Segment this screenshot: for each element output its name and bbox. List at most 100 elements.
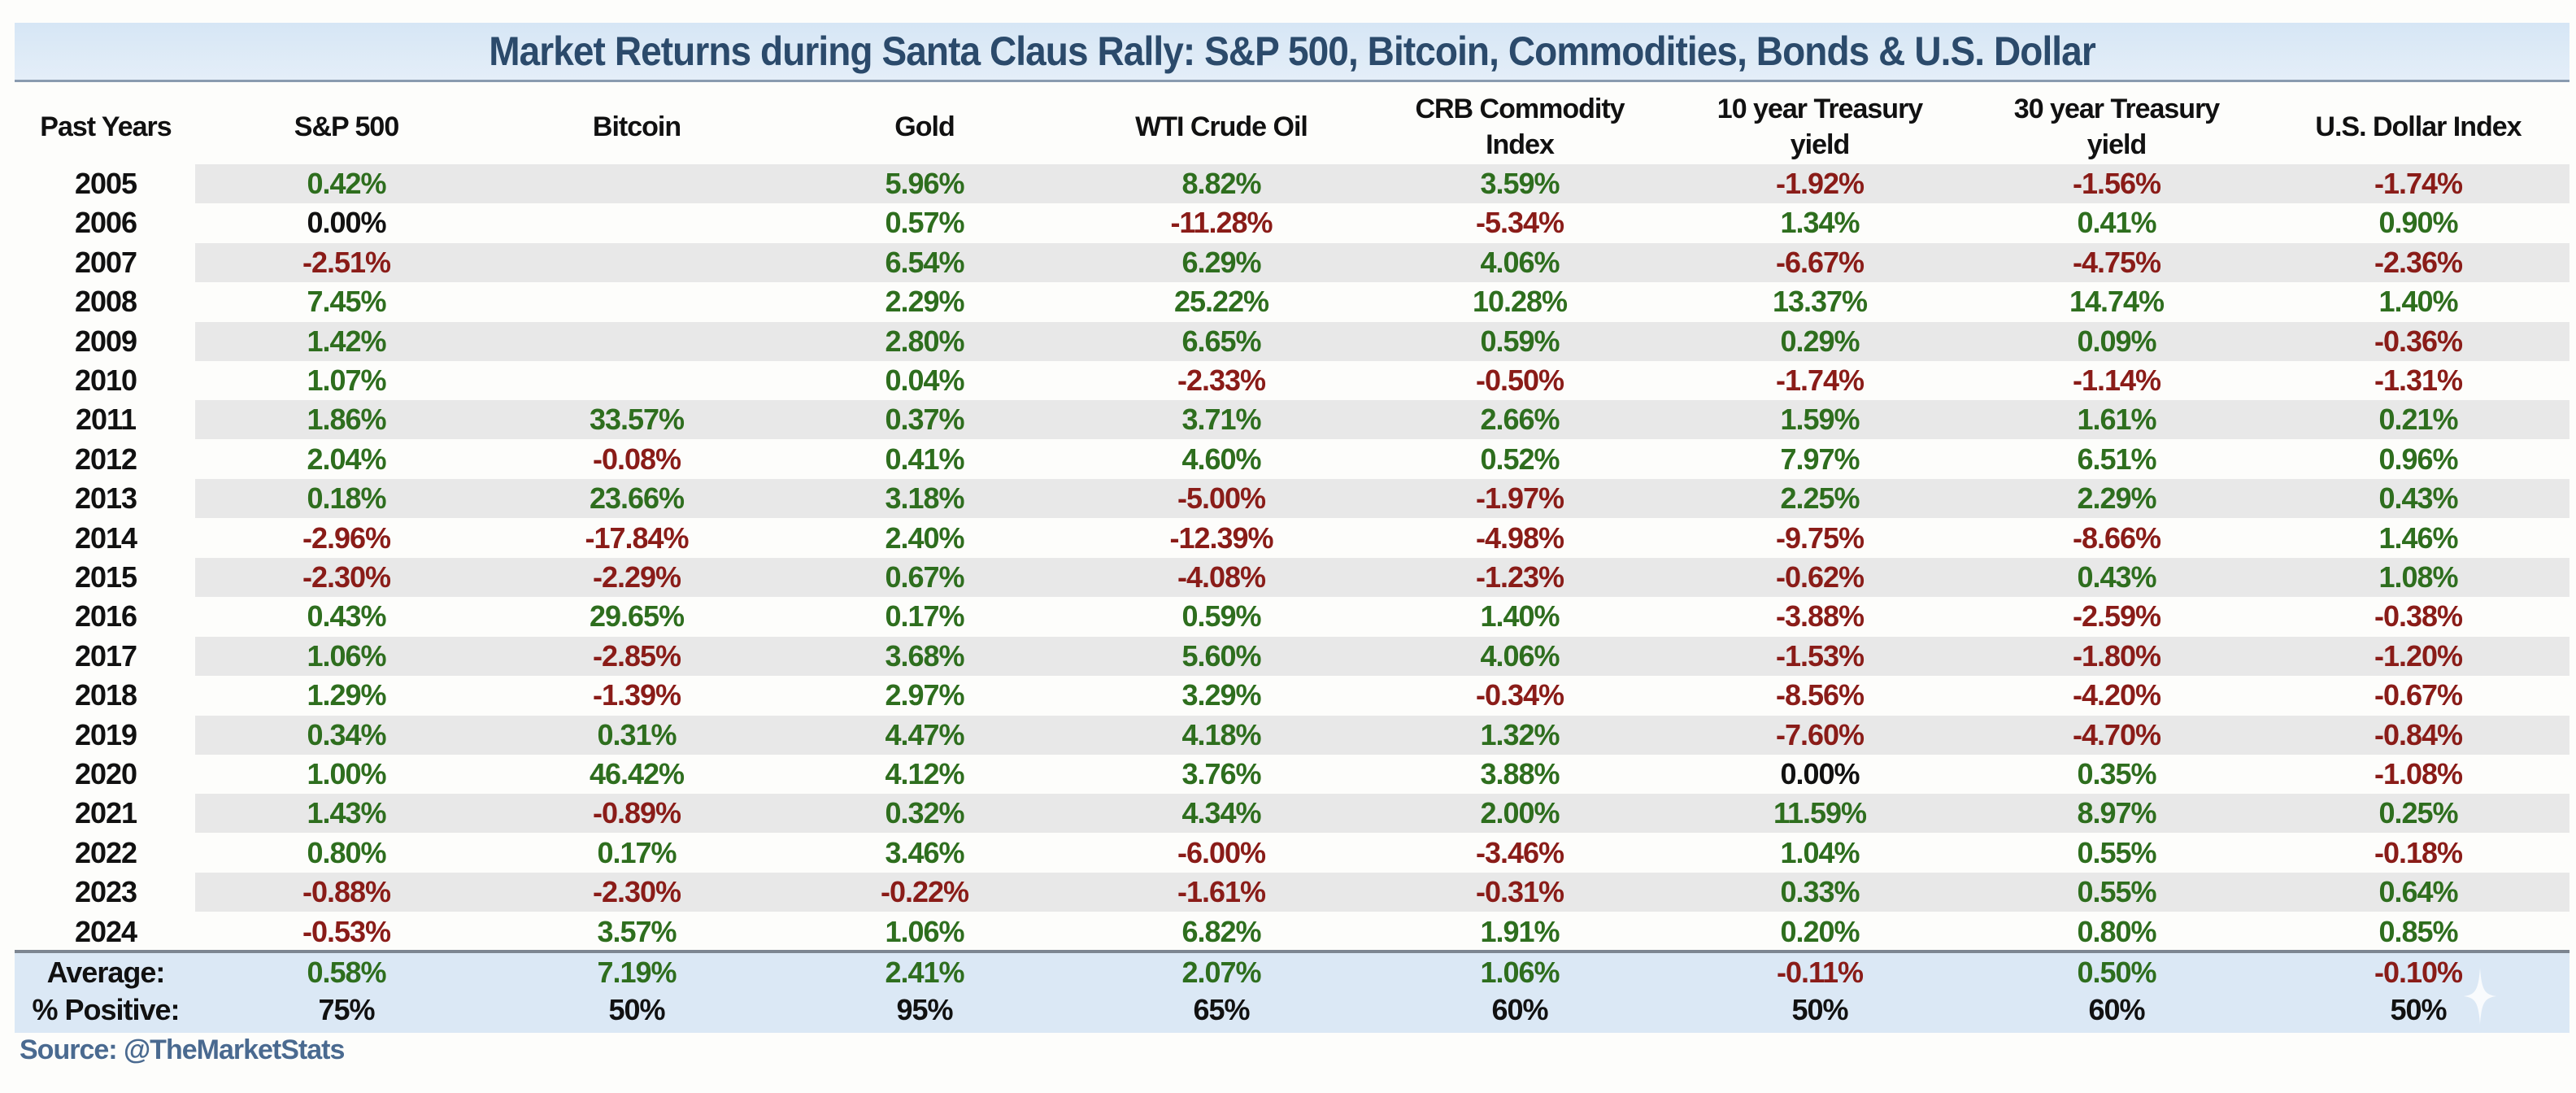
- data-cell: 0.37%: [885, 403, 964, 437]
- table-row: 2018 1.29% -1.39% 2.97% 3.29% -0.34% -8.56% -4.…: [0, 676, 2576, 715]
- data-cell: 1.06%: [885, 914, 964, 948]
- data-cell: -1.08%: [2374, 757, 2463, 790]
- year-label: 2022: [74, 835, 137, 869]
- data-cell: 25.22%: [1173, 285, 1269, 319]
- summary-cell: -0.10%: [2374, 956, 2463, 989]
- data-cell: -6.00%: [1177, 835, 1266, 869]
- row-shading: [195, 558, 2569, 597]
- data-cell: 3.46%: [885, 835, 964, 869]
- data-cell: -0.18%: [2374, 835, 2463, 869]
- data-cell: 4.18%: [1181, 717, 1261, 751]
- data-cell: -1.56%: [2072, 167, 2161, 200]
- data-cell: 1.46%: [2378, 520, 2458, 555]
- data-cell: 2.00%: [1480, 796, 1560, 830]
- data-cell: -1.39%: [592, 678, 681, 712]
- data-cell: -17.84%: [585, 520, 689, 555]
- year-label: 2009: [74, 324, 137, 358]
- data-cell: -1.74%: [1775, 364, 1865, 397]
- data-cell: -0.50%: [1475, 364, 1564, 397]
- table-row: 2006 0.00% 0.57% -11.28% -5.34% 1.34% 0.41% 0.9…: [0, 203, 2576, 242]
- year-label: 2015: [74, 560, 137, 594]
- data-cell: -4.75%: [2072, 245, 2161, 279]
- data-cell: 11.59%: [1773, 796, 1867, 830]
- data-cell: 1.34%: [1780, 206, 1860, 240]
- data-cell: 0.55%: [2077, 875, 2156, 909]
- column-header: 10 year Treasury yield: [1717, 94, 1923, 160]
- average-row: Average: 0.58% 7.19% 2.41% 2.07% 1.06% -0.11% 0…: [0, 953, 2576, 992]
- data-cell: -0.89%: [592, 796, 681, 830]
- data-cell: 4.60%: [1181, 442, 1261, 476]
- data-cell: 2.29%: [2077, 481, 2156, 516]
- column-header: U.S. Dollar Index: [2315, 111, 2522, 142]
- summary-cell: 0.58%: [307, 956, 386, 989]
- data-cell: 1.40%: [1480, 599, 1560, 634]
- data-cell: 0.64%: [2378, 875, 2458, 909]
- column-header: S&P 500: [294, 111, 399, 142]
- data-cell: -7.60%: [1775, 717, 1865, 751]
- table-row: 2017 1.06% -2.85% 3.68% 5.60% 4.06% -1.53% -1.8…: [0, 636, 2576, 676]
- data-cell: -3.88%: [1775, 599, 1865, 634]
- table-row: 2023 -0.88% -2.30% -0.22% -1.61% -0.31% 0.33% 0…: [0, 873, 2576, 912]
- data-cell: -2.33%: [1177, 364, 1266, 397]
- data-cell: -1.74%: [2374, 167, 2463, 200]
- data-cell: 0.85%: [2378, 914, 2458, 948]
- summary-cell: 50%: [2390, 993, 2447, 1026]
- data-cell: 0.90%: [2378, 206, 2458, 240]
- data-cell: 4.06%: [1480, 245, 1560, 279]
- data-cell: 1.08%: [2378, 560, 2458, 594]
- data-cell: 6.65%: [1181, 324, 1261, 358]
- summary-label: Average:: [46, 956, 166, 989]
- data-cell: 7.97%: [1780, 442, 1860, 476]
- data-cell: -0.53%: [302, 914, 391, 948]
- year-label: 2012: [74, 442, 137, 476]
- data-cell: 0.00%: [1780, 757, 1860, 790]
- data-cell: 6.51%: [2077, 442, 2156, 476]
- data-cell: -2.30%: [302, 560, 391, 594]
- data-cell: -0.08%: [592, 442, 681, 476]
- header-row: Past Years S&P 500 Bitcoin Gold WTI Crude Oi…: [0, 91, 2576, 163]
- year-label: 2014: [74, 520, 137, 555]
- data-cell: -2.85%: [592, 638, 681, 673]
- table-row: 2012 2.04% -0.08% 0.41% 4.60% 0.52% 7.97% 6.51%…: [0, 440, 2576, 479]
- table-row: 2020 1.00% 46.42% 4.12% 3.76% 3.88% 0.00% 0.35%…: [0, 755, 2576, 794]
- data-cell: 0.17%: [597, 835, 677, 869]
- data-cell: -6.67%: [1775, 245, 1865, 279]
- summary-cell: 2.07%: [1181, 956, 1261, 989]
- table-row: 2009 1.42% 2.80% 6.65% 0.59% 0.29% 0.09% -0.36%: [0, 321, 2576, 361]
- data-cell: 1.40%: [2378, 285, 2458, 319]
- year-label: 2007: [74, 245, 137, 279]
- summary-cell: 95%: [896, 993, 953, 1026]
- summary-cell: 2.41%: [885, 956, 964, 989]
- data-cell: 1.61%: [2077, 403, 2156, 437]
- data-cell: 0.52%: [1480, 442, 1560, 476]
- data-cell: -0.67%: [2374, 678, 2463, 712]
- year-label: 2006: [74, 206, 137, 240]
- data-cell: 0.18%: [307, 481, 386, 516]
- data-cell: -1.53%: [1775, 638, 1865, 673]
- data-cell: 0.29%: [1780, 324, 1860, 358]
- data-cell: 3.59%: [1480, 167, 1560, 200]
- data-cell: 0.43%: [2077, 560, 2156, 594]
- data-cell: -11.28%: [1170, 206, 1273, 240]
- data-cell: 0.41%: [885, 442, 964, 476]
- data-cell: 0.00%: [307, 206, 386, 240]
- data-cell: 0.35%: [2077, 757, 2156, 790]
- column-header: CRB Commodity Index: [1415, 94, 1625, 160]
- summary-cell: 7.19%: [597, 956, 677, 989]
- data-cell: 2.04%: [307, 442, 386, 476]
- data-cell: 0.80%: [307, 835, 386, 869]
- percent-positive-row: % Positive: 75% 50% 95% 65% 60% 50% 60% 50%: [0, 991, 2576, 1030]
- data-cell: 29.65%: [589, 599, 685, 634]
- table-row: 2015 -2.30% -2.29% 0.67% -4.08% -1.23% -0.62% 0…: [0, 558, 2576, 597]
- data-cell: 1.42%: [307, 324, 386, 358]
- data-cell: 7.45%: [307, 285, 386, 319]
- column-header: 30 year Treasury yield: [2013, 94, 2220, 160]
- data-cell: 1.07%: [307, 364, 386, 397]
- data-cell: 3.71%: [1181, 403, 1261, 437]
- data-cell: 3.18%: [885, 481, 964, 516]
- data-cell: 1.00%: [307, 757, 386, 790]
- data-cell: 1.43%: [307, 796, 386, 830]
- data-cell: 0.67%: [885, 560, 964, 594]
- data-cell: -1.61%: [1177, 875, 1266, 909]
- data-cell: 0.57%: [885, 206, 964, 240]
